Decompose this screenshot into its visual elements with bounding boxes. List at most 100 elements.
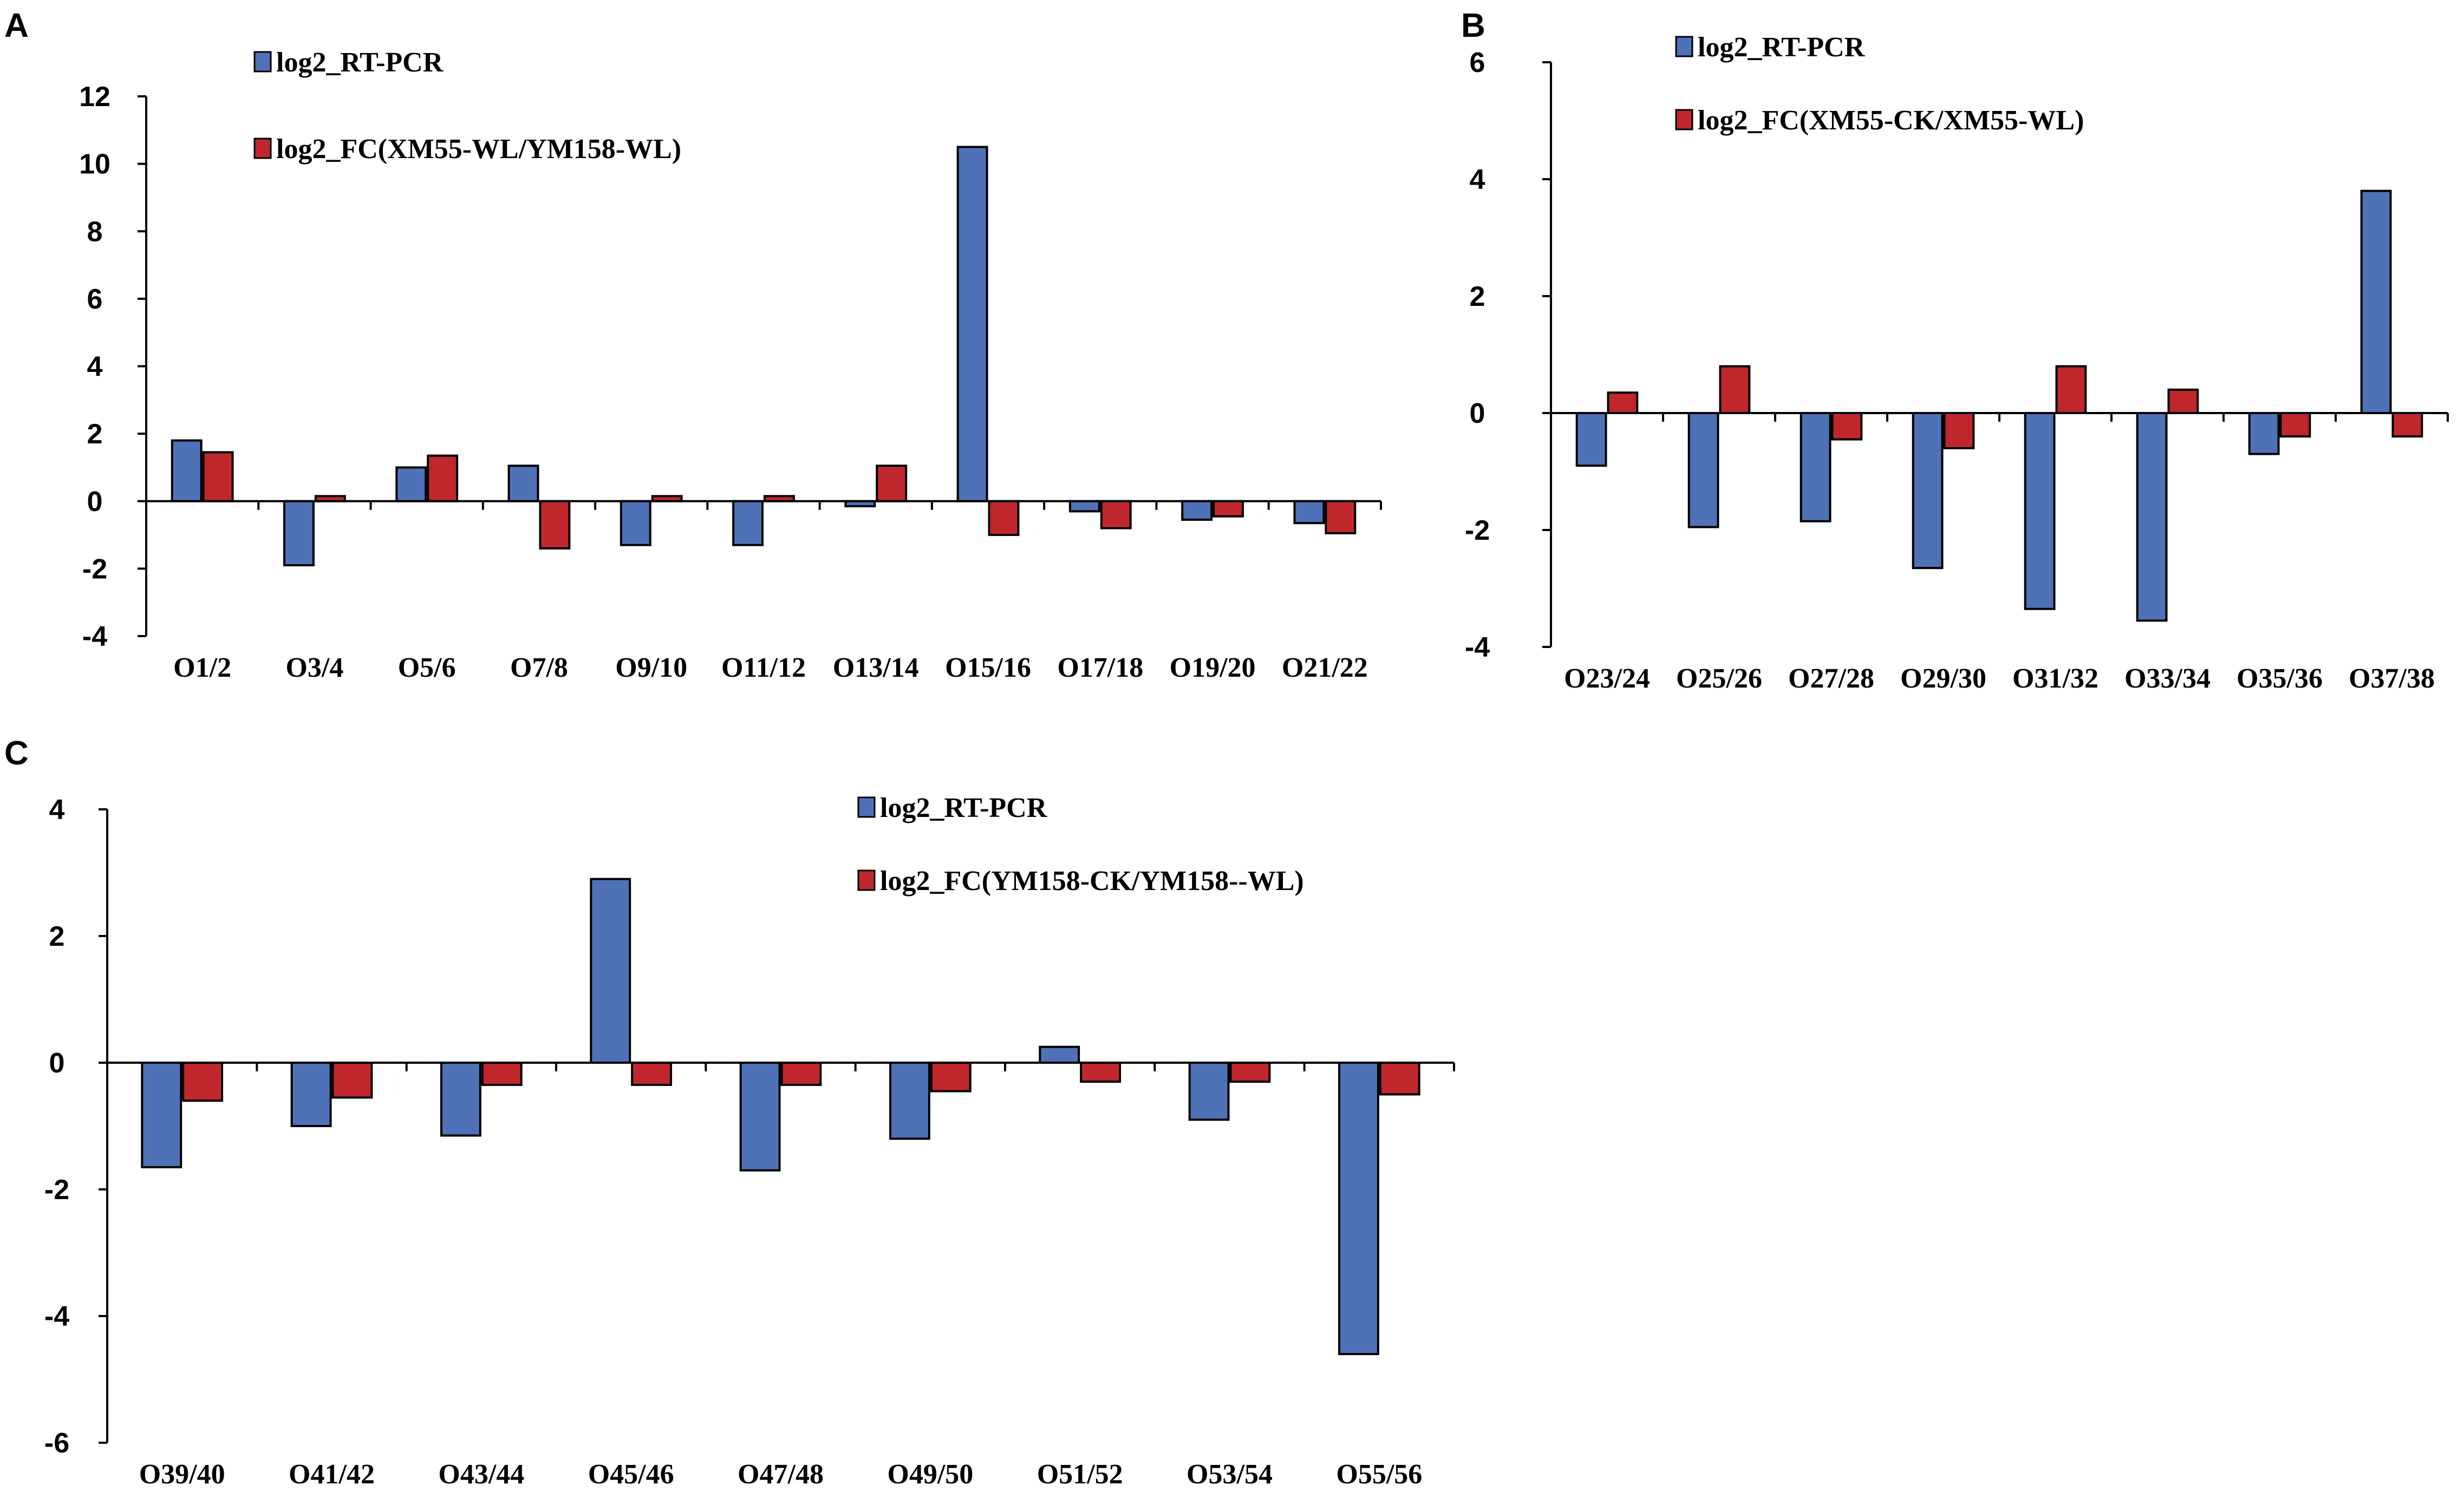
x-tick-label: O31/32 — [2012, 663, 2098, 694]
bar-rt-pcr — [1338, 1062, 1379, 1356]
x-tick-label: O19/20 — [1170, 652, 1256, 683]
bar-rt-pcr — [290, 1062, 332, 1127]
bar-rt-pcr — [1687, 412, 1719, 528]
bar-fc — [182, 1062, 224, 1102]
y-tick-label: -4 — [44, 1301, 69, 1332]
x-tick-label: O29/30 — [1900, 663, 1986, 694]
bar-fc — [631, 1062, 673, 1086]
x-tick-label: O43/44 — [438, 1459, 524, 1490]
legend-label-rt-pcr: log2_RT-PCR — [880, 793, 1048, 823]
chart-panel-a: A -4 -2 0 2 4 6 8 10 12 O1/2 O3/4 O5/6 O7/8 O9/10 O11/1… — [4, 7, 1382, 683]
chart-panel-c: C -6 -4 -2 0 2 4 O39/40 O41/42 O43/44 O45/46 O47/48… — [4, 735, 1455, 1490]
bar-fc — [2055, 365, 2087, 414]
legend-swatch-fc — [857, 869, 876, 891]
legend-label-rt-pcr: log2_RT-PCR — [276, 47, 444, 78]
bar-fc — [780, 1062, 822, 1086]
x-tick-label: O1/2 — [173, 652, 231, 683]
y-tick-label: 10 — [79, 149, 110, 180]
x-tick-label: O49/50 — [887, 1459, 973, 1490]
bar-fc — [1719, 365, 1751, 414]
bar-rt-pcr — [1181, 500, 1213, 521]
y-tick-label: 4 — [49, 794, 65, 826]
bar-rt-pcr — [1068, 500, 1100, 513]
bar-rt-pcr — [2248, 412, 2280, 455]
legend-label-fc: log2_FC(XM55-WL/YM158-WL) — [276, 134, 681, 165]
bar-rt-pcr — [507, 464, 539, 502]
bar-fc — [988, 500, 1020, 536]
bar-fc — [1080, 1062, 1122, 1083]
bar-fc — [1325, 500, 1357, 534]
legend-swatch-rt-pcr — [253, 51, 272, 73]
x-tick-label: O27/28 — [1788, 663, 1874, 694]
legend-swatch-fc — [1675, 109, 1693, 130]
bar-fc — [1379, 1062, 1420, 1096]
bar-fc — [427, 454, 459, 502]
x-tick-label: O21/22 — [1282, 652, 1368, 683]
bar-rt-pcr — [141, 1062, 182, 1169]
bar-rt-pcr — [1800, 412, 1831, 522]
x-tick-label: O35/36 — [2237, 663, 2323, 694]
bar-fc — [2279, 412, 2311, 438]
legend-swatch-fc — [253, 138, 272, 159]
x-tick-label: O5/6 — [398, 652, 456, 683]
y-tick-label: 6 — [87, 284, 103, 315]
x-tick-label: O39/40 — [139, 1459, 225, 1490]
y-tick-label: -4 — [1465, 632, 1490, 663]
bar-rt-pcr — [590, 878, 631, 1064]
y-tick-label: 4 — [1470, 164, 1485, 195]
bar-rt-pcr — [1188, 1062, 1230, 1121]
x-tick-label: O51/52 — [1037, 1459, 1123, 1490]
x-tick-label: O25/26 — [1676, 663, 1762, 694]
bar-rt-pcr — [1039, 1045, 1080, 1064]
bar-rt-pcr — [889, 1062, 930, 1140]
bar-rt-pcr — [2360, 189, 2392, 414]
bar-rt-pcr — [1293, 500, 1325, 525]
x-tick-label: O23/24 — [1564, 663, 1650, 694]
bar-rt-pcr — [739, 1062, 781, 1172]
bar-fc — [1943, 412, 1975, 449]
bar-fc — [1229, 1062, 1271, 1083]
x-tick-label: O7/8 — [510, 652, 568, 683]
x-tick-label: O47/48 — [738, 1459, 824, 1490]
y-tick-label: 6 — [1470, 47, 1485, 78]
bar-fc — [539, 500, 571, 549]
bar-fc — [2167, 388, 2199, 414]
x-tick-label: O15/16 — [945, 652, 1031, 683]
y-tick-label: -2 — [1465, 515, 1490, 546]
legend-swatch-rt-pcr — [1675, 36, 1693, 57]
y-tick-label: 12 — [79, 81, 110, 113]
bar-fc — [481, 1062, 523, 1086]
y-tick-label: 4 — [87, 351, 103, 383]
x-tick-label: O11/12 — [721, 652, 806, 683]
y-tick-label: -2 — [82, 553, 107, 585]
panel-label: B — [1461, 7, 1485, 44]
bar-fc — [930, 1062, 972, 1092]
bar-rt-pcr — [956, 146, 988, 502]
bar-rt-pcr — [1912, 412, 1944, 570]
panel-label: C — [4, 735, 29, 772]
bar-rt-pcr — [620, 500, 651, 546]
y-tick-label: 0 — [87, 486, 103, 518]
x-tick-label: O53/54 — [1187, 1459, 1273, 1490]
bar-fc — [1607, 391, 1639, 415]
y-tick-label: 2 — [1470, 281, 1485, 312]
x-tick-label: O37/38 — [2349, 663, 2435, 694]
bar-rt-pcr — [283, 500, 315, 567]
bar-fc — [1213, 500, 1244, 518]
bar-fc — [202, 451, 234, 502]
bar-rt-pcr — [440, 1062, 481, 1137]
bar-rt-pcr — [2024, 412, 2056, 610]
legend-label-fc: log2_FC(YM158-CK/YM158--WL) — [880, 866, 1304, 896]
y-tick-label: -2 — [44, 1174, 69, 1206]
y-tick-label: 2 — [87, 418, 103, 450]
x-tick-label: O33/34 — [2124, 663, 2211, 694]
legend-label-rt-pcr: log2_RT-PCR — [1698, 32, 1866, 63]
bar-fc — [1831, 412, 1863, 441]
bar-fc — [1100, 500, 1132, 529]
y-tick-label: 8 — [87, 216, 103, 247]
bar-fc — [876, 464, 908, 502]
x-tick-label: O41/42 — [289, 1459, 375, 1490]
x-tick-label: O3/4 — [285, 652, 343, 683]
y-tick-label: -4 — [82, 621, 107, 652]
